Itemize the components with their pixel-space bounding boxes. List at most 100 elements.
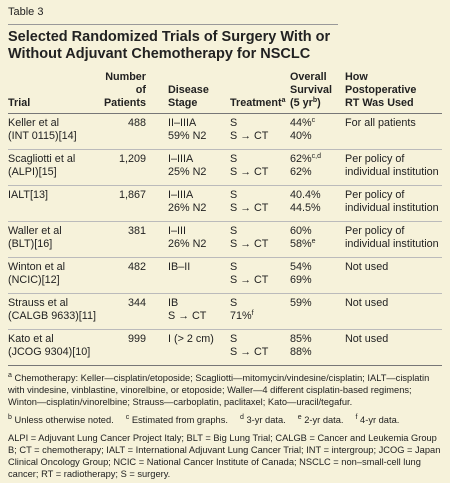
cell-text: Scagliotti et al: [8, 153, 76, 165]
cell-line: S: [230, 261, 290, 274]
table-cell: IB–II: [168, 257, 230, 294]
cell-text: 488: [127, 117, 146, 129]
cell-text: (NCIC)[12]: [8, 274, 60, 286]
cell-text: S → CT: [230, 274, 269, 286]
footnote-text: Estimated from graphs.: [131, 415, 228, 425]
footnote-item: e 2-yr data.: [298, 414, 344, 425]
cell-text: S → CT: [230, 166, 269, 178]
cell-text: 44.5%: [290, 202, 321, 214]
footnote-mark: d: [239, 414, 244, 421]
cell-line: Patients: [100, 97, 146, 110]
cell-text: Per policy of: [345, 153, 405, 165]
cell-line: 69%: [290, 274, 345, 287]
table-cell: Strauss et al (CALGB 9633)[11]: [8, 293, 100, 330]
cell-text: Keller et al: [8, 117, 60, 129]
cell-text: I–IIIA: [168, 153, 194, 165]
cell-text: S: [230, 261, 238, 273]
cell-text: 54%: [290, 261, 312, 273]
cell-line: individual institution: [345, 202, 442, 215]
cell-text: 44%: [290, 117, 312, 129]
cell-line: I (> 2 cm): [168, 333, 230, 346]
cell-text: Overall: [290, 71, 327, 83]
cell-text: For all patients: [345, 117, 416, 129]
table-cell: Winton et al (NCIC)[12]: [8, 257, 100, 294]
footnote-text: 2-yr data.: [304, 415, 344, 425]
cell-line: Per policy of: [345, 189, 442, 202]
footnote-mark: f: [251, 310, 254, 317]
footnote-text: Chemotherapy: Keller—cisplatin/etoposide…: [8, 373, 430, 407]
cell-text: I–III: [168, 225, 187, 237]
table-cell: Not used: [345, 293, 442, 330]
table-cell: 488: [100, 113, 168, 150]
cell-line: (INT 0115)[14]: [8, 130, 100, 143]
cell-line: IB–II: [168, 261, 230, 274]
cell-line: Waller et al: [8, 225, 100, 238]
table-row: IALT[13] 1,867 I–IIIA 26% N2 S S → CT 40.4% 44.…: [8, 185, 442, 222]
cell-line: 44.5%: [290, 202, 345, 215]
table-row: Kato et al (JCOG 9304)[10] 999 I (> 2 cm) S S…: [8, 329, 442, 366]
cell-text: (CALGB 9633)[11]: [8, 310, 97, 322]
table-cell: II–IIIA 59% N2: [168, 113, 230, 150]
cell-text: Number of: [105, 71, 146, 96]
cell-text: (JCOG 9304)[10]: [8, 346, 91, 358]
cell-text: Survival: [290, 84, 333, 96]
footnote-item: a Chemotherapy: Keller—cisplatin/etoposi…: [8, 372, 430, 407]
cell-line: How: [345, 71, 442, 84]
table-cell: IALT[13]: [8, 185, 100, 222]
cell-text: 59%: [290, 297, 312, 309]
cell-line: S → CT: [168, 310, 230, 323]
cell-line: (JCOG 9304)[10]: [8, 346, 100, 359]
cell-line: 62%c,d: [290, 153, 345, 166]
cell-text: 58%: [290, 238, 312, 250]
cell-line: S: [230, 117, 290, 130]
table-cell: 482: [100, 257, 168, 294]
cell-line: 1,209: [100, 153, 146, 166]
cell-line: 482: [100, 261, 146, 274]
cell-line: Not used: [345, 333, 442, 346]
table-cell: IB S → CT: [168, 293, 230, 330]
column-header: How Postoperative RT Was Used: [345, 71, 442, 114]
cell-text: 482: [127, 261, 146, 273]
cell-line: 40%: [290, 130, 345, 143]
cell-line: (CALGB 9633)[11]: [8, 310, 100, 323]
cell-text: 62%: [290, 153, 312, 165]
cell-line: IB: [168, 297, 230, 310]
cell-text: Not used: [345, 333, 389, 345]
cell-text: Patients: [103, 97, 146, 109]
footnote-mark: a: [281, 97, 286, 104]
table-row: Keller et al (INT 0115)[14] 488 II–IIIA 59% …: [8, 113, 442, 150]
cell-text: Disease: [168, 84, 209, 96]
cell-text: 59% N2: [168, 130, 207, 142]
cell-line: Survival: [290, 84, 345, 97]
column-header: Trial: [8, 71, 100, 114]
cell-line: 26% N2: [168, 238, 230, 251]
table-cell: Not used: [345, 329, 442, 366]
cell-line: Trial: [8, 97, 100, 110]
cell-line: I–IIIA: [168, 189, 230, 202]
table-cell: 999: [100, 329, 168, 366]
cell-line: S: [230, 225, 290, 238]
cell-line: 25% N2: [168, 166, 230, 179]
cell-line: Winton et al: [8, 261, 100, 274]
cell-line: Number of: [100, 71, 146, 97]
table-cell: Per policy of individual institution: [345, 221, 442, 258]
cell-text: IB: [168, 297, 179, 309]
cell-text: I–IIIA: [168, 189, 194, 201]
footnote-item: d 3-yr data.: [239, 414, 286, 425]
table-cell: Not used: [345, 257, 442, 294]
abbreviations: ALPI = Adjuvant Lung Cancer Project Ital…: [8, 433, 441, 479]
cell-line: S → CT: [230, 202, 290, 215]
cell-line: IALT[13]: [8, 189, 100, 202]
cell-text: S: [230, 225, 238, 237]
table-row: Strauss et al (CALGB 9633)[11] 344 IB S → CT…: [8, 293, 442, 330]
cell-line: 60%: [290, 225, 345, 238]
table-cell: I–III 26% N2: [168, 221, 230, 258]
table-cell: 60% 58%e: [290, 221, 345, 258]
cell-text: Treatment: [230, 97, 282, 109]
cell-text: individual institution: [345, 166, 439, 178]
cell-text: 999: [127, 333, 146, 345]
table-cell: 54% 69%: [290, 257, 345, 294]
table-cell: Per policy of individual institution: [345, 185, 442, 222]
